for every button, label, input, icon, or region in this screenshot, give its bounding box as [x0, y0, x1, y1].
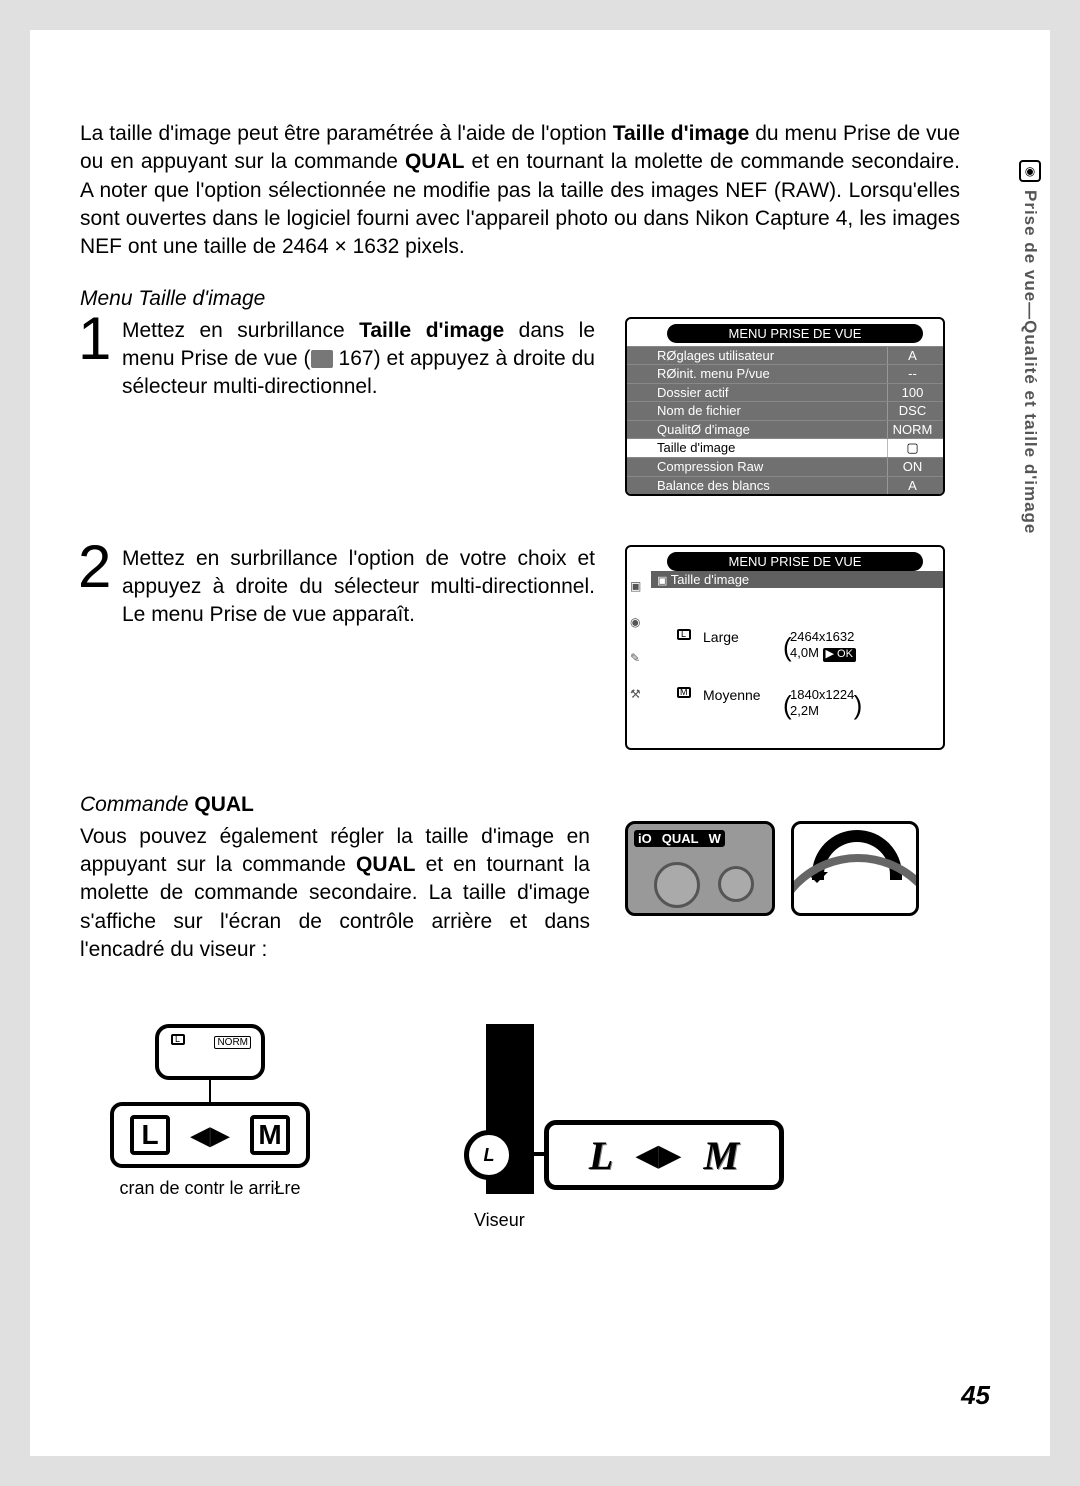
- page-number: 45: [961, 1380, 990, 1411]
- manual-page: ◉ Prise de vue—Qualité et taille d'image…: [30, 30, 1050, 1456]
- ok-badge: ▶ OK: [823, 648, 856, 662]
- menu-subheading: Menu Taille d'image: [80, 287, 1000, 311]
- lcd-menu-1: ▣ ◉ ✎ ⚒ MENU PRISE DE VUE RØglages utili…: [625, 317, 945, 496]
- cam-command-dial: [791, 821, 919, 916]
- lcd1-row: RØglages utilisateurA: [627, 346, 943, 365]
- side-section-tab: ◉ Prise de vue—Qualité et taille d'image: [1018, 160, 1042, 660]
- lcd2-title: MENU PRISE DE VUE: [667, 552, 923, 571]
- lcd1-row: Nom de fichierDSC: [627, 401, 943, 420]
- size-m-icon: [677, 687, 691, 698]
- bottom-illustrations: NORM L ◀▶ M cran de contr le arriŁre L L…: [80, 1024, 1000, 1284]
- connector-line: [209, 1080, 211, 1104]
- camera-icon: ◉: [630, 615, 641, 629]
- lcd2-side-icons: ▣ ◉ ✎ ⚒: [630, 579, 641, 701]
- lcd1-title: MENU PRISE DE VUE: [667, 324, 923, 343]
- secondary-button-circle: [718, 866, 754, 902]
- step-2-block: 2 Mettez en surbrillance l'option de vot…: [80, 545, 1000, 765]
- playback-icon: ▣: [630, 579, 641, 593]
- step-1-number: 1: [78, 309, 111, 369]
- viseur-arrows-icon: ◀▶: [635, 1138, 681, 1173]
- viseur-l: L: [589, 1132, 613, 1179]
- step-2-text: 2 Mettez en surbrillance l'option de vot…: [80, 545, 595, 630]
- camera-illustration: iO QUAL W: [625, 821, 919, 916]
- viseur-m: M: [704, 1132, 740, 1179]
- lcd1-row: Compression RawON: [627, 457, 943, 476]
- qual-block: Commande QUAL Vous pouvez également régl…: [80, 793, 1000, 965]
- rear-top-lcd: NORM: [155, 1024, 265, 1080]
- rear-l-box: L: [130, 1115, 170, 1155]
- pencil-icon: ✎: [630, 651, 641, 665]
- rear-arrows-icon: ◀▶: [190, 1120, 230, 1151]
- lcd2-option-large: Large (2464x16324,0M ▶ OK: [677, 629, 856, 662]
- lcd1-row: QualitØ d'imageNORM: [627, 420, 943, 439]
- step-2-number: 2: [78, 537, 111, 597]
- setup-icon: ⚒: [630, 687, 641, 701]
- side-section-label: Prise de vue—Qualité et taille d'image: [1020, 190, 1040, 534]
- page-ref-icon: [311, 350, 333, 368]
- viewfinder-lm-selector: L ◀▶ M: [544, 1120, 784, 1190]
- lcd1-row: RØinit. menu P/vue--: [627, 364, 943, 383]
- viewfinder-connector: [514, 1152, 544, 1156]
- rear-caption: cran de contr le arriŁre: [80, 1178, 340, 1199]
- intro-paragraph: La taille d'image peut être paramétrée à…: [80, 120, 1000, 262]
- qual-heading: Commande QUAL: [80, 793, 1000, 817]
- qual-button-circle: [654, 862, 700, 908]
- rear-screen-group: NORM L ◀▶ M cran de contr le arriŁre: [80, 1024, 340, 1199]
- cam-qual-button-box: iO QUAL W: [625, 821, 775, 916]
- step-1-block: 1 Mettez en surbrillance Taille d'image …: [80, 317, 1000, 517]
- lcd1-row: Balance des blancsA: [627, 476, 943, 495]
- step-1-text: 1 Mettez en surbrillance Taille d'image …: [80, 317, 595, 402]
- lcd2-subtitle: ▣ Taille d'image: [651, 571, 943, 588]
- rear-lm-selector: L ◀▶ M: [110, 1102, 310, 1168]
- size-l-icon: [677, 629, 691, 640]
- rear-m-box: M: [250, 1115, 290, 1155]
- qual-paragraph: Vous pouvez également régler la taille d…: [80, 823, 590, 965]
- rear-l-small-icon: [171, 1034, 185, 1045]
- camera-mode-icon: ◉: [1019, 160, 1041, 182]
- viseur-caption: Viseur: [474, 1210, 525, 1231]
- lcd1-row: Taille d'image▢: [627, 438, 943, 457]
- rear-norm-label: NORM: [214, 1036, 251, 1049]
- lcd-menu-2: ▣ ◉ ✎ ⚒ MENU PRISE DE VUE ▣ Taille d'ima…: [625, 545, 945, 750]
- lcd1-row: Dossier actif100: [627, 383, 943, 402]
- cam-label-strip: iO QUAL W: [634, 830, 725, 847]
- lcd2-option-medium: Moyenne (1840x1224)2,2M: [677, 687, 854, 720]
